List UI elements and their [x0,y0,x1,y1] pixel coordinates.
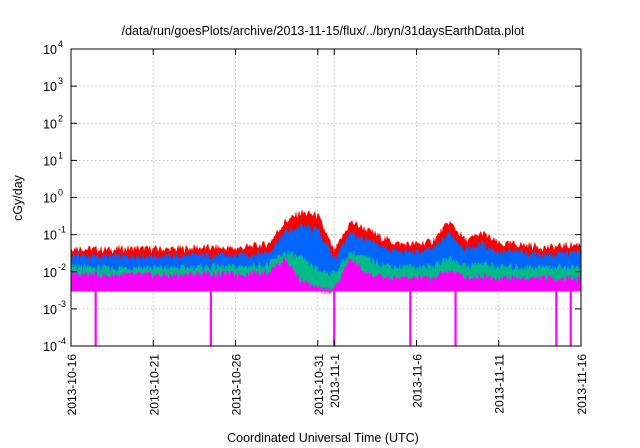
y-tick-exponent: 2 [58,113,63,123]
x-tick-label: 2013-10-21 [147,354,161,416]
x-tick-label: 2013-11-16 [575,354,589,415]
y-tick-exponent: -2 [58,262,66,272]
y-tick-exponent: 1 [58,150,63,160]
y-tick-label: 10 [43,80,57,94]
y-tick-exponent: -1 [58,225,66,235]
plot-frame [70,48,582,347]
y-tick-label: 10 [43,154,57,168]
y-tick-exponent: 4 [58,39,63,49]
y-tick-exponent: 0 [58,188,63,198]
y-tick-label: 10 [43,266,57,280]
x-tick-label: 2013-11-11 [493,354,507,414]
x-tick-label: 2013-10-31 [312,354,326,416]
x-axis: 2013-10-16 2013-10-21 2013-10-26 2013-10-31… [65,49,589,415]
x-tick-label: 2013-11-1 [328,354,342,408]
chart-title: /data/run/goesPlots/archive/2013-11-15/f… [122,24,525,38]
y-tick-label: 10 [43,192,57,206]
y-tick-label: 10 [43,229,57,243]
y-tick-exponent: -4 [58,336,66,346]
y-tick-label: 10 [43,303,57,317]
y-tick-label: 10 [43,117,57,131]
y-tick-exponent: 3 [58,76,63,86]
x-tick-label: 2013-10-26 [230,354,244,416]
y-axis-label: cGy/day [11,174,25,221]
x-axis-label: Coordinated Universal Time (UTC) [227,431,419,445]
series-band [70,256,582,295]
grid [71,49,581,346]
plot-area [70,209,582,346]
x-tick-label: 2013-10-16 [65,354,79,416]
y-tick-exponent: -3 [58,299,66,309]
x-tick-label: 2013-11-6 [410,354,424,408]
y-tick-label: 10 [43,340,57,354]
y-tick-label: 10 [43,43,57,57]
